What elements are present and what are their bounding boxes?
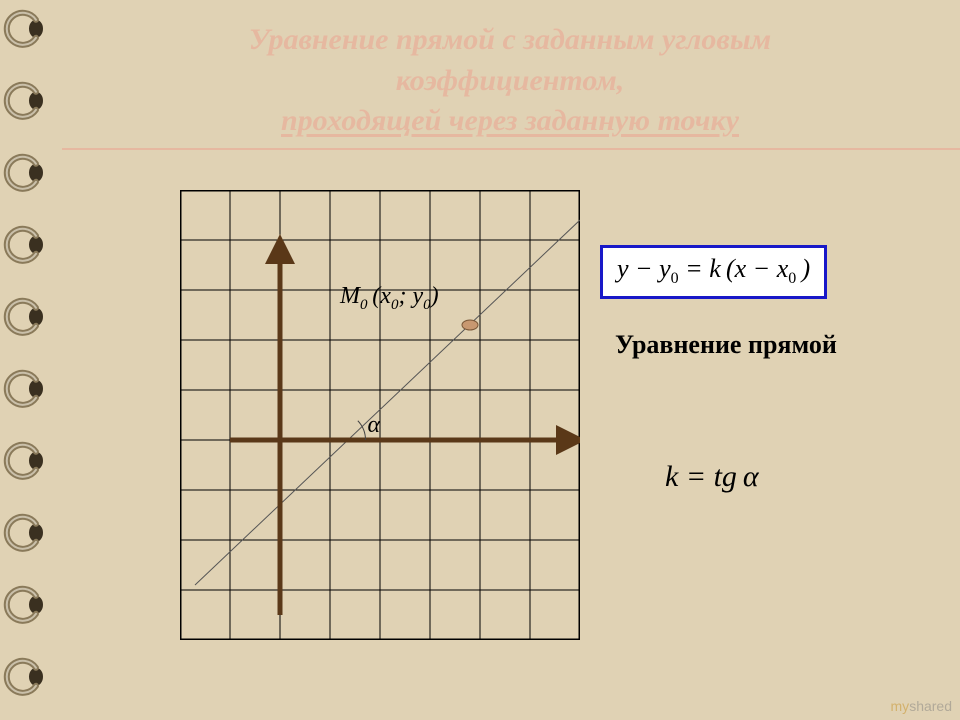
point-m0-label: M0 (x0; y0) [340,283,439,314]
title-line1: Уравнение прямой с заданным угловым [249,23,771,56]
coordinate-graph: M0 (x0; y0) α [180,190,580,640]
title-underline [62,148,960,150]
formula-text: y − y0 = k (x − x0 ) [617,254,810,283]
slope-formula: k = tg α [665,460,759,494]
watermark-my: my [891,698,910,714]
title-line3: проходящей через заданную точку [281,104,739,137]
point-slope-formula: y − y0 = k (x − x0 ) [600,245,827,299]
slope-formula-text: k = tg α [665,460,759,493]
slide-title: Уравнение прямой с заданным угловым коэф… [80,20,940,142]
title-line2: коэффициентом, [396,64,625,97]
angle-alpha-label: α [368,412,381,439]
watermark: myshared [891,698,952,714]
watermark-shared: shared [909,698,952,714]
spiral-binding [0,0,60,720]
equation-label: Уравнение прямой [615,330,837,360]
